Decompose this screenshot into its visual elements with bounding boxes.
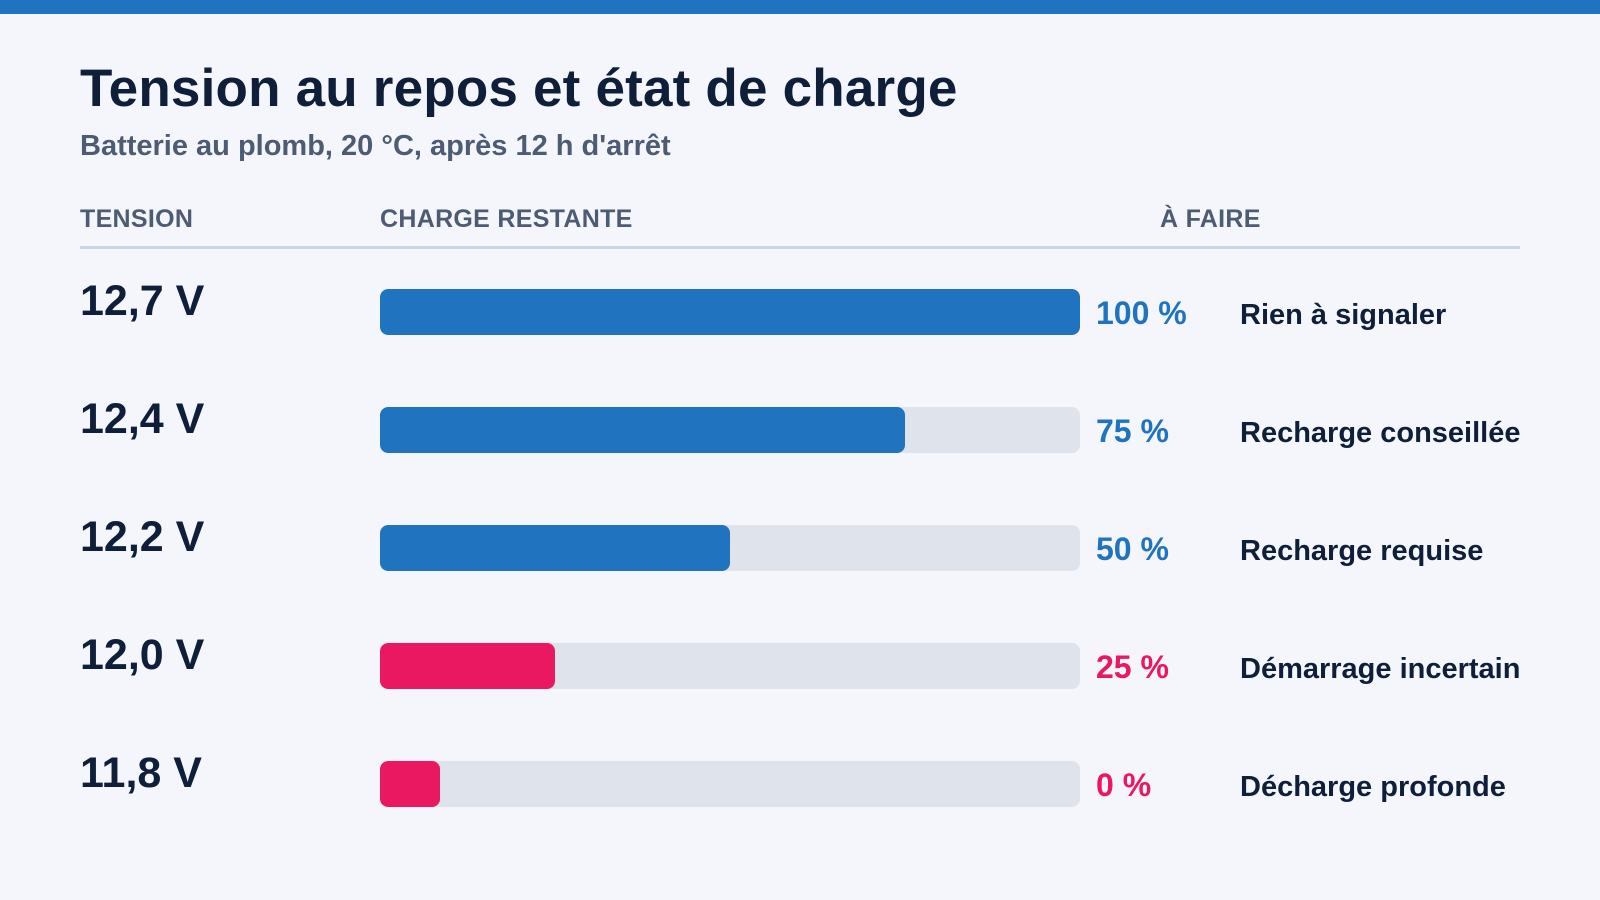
voltage-label: 12,7 V	[80, 277, 205, 325]
bar-track	[380, 525, 1080, 571]
chart-title: Tension au repos et état de charge	[80, 59, 958, 118]
bar-track	[380, 407, 1080, 453]
charge-value-label: 100 %	[1096, 295, 1187, 331]
chart-row: 12,2 V 50 % Recharge requise	[0, 511, 1600, 571]
charge-value-label: 75 %	[1096, 413, 1169, 449]
action-label: Recharge conseillée	[1240, 417, 1521, 449]
chart-row: 11,8 V 0 % Décharge profonde	[0, 747, 1600, 807]
bar-fill	[380, 761, 440, 807]
chart-row: 12,7 V 100 % Rien à signaler	[0, 275, 1600, 335]
action-label: Rien à signaler	[1240, 299, 1447, 331]
charge-value-label: 25 %	[1096, 649, 1169, 685]
bar-fill	[380, 643, 555, 689]
column-header-tension: TENSION	[80, 205, 194, 233]
chart-row: 12,0 V 25 % Démarrage incertain	[0, 629, 1600, 689]
action-label: Recharge requise	[1240, 535, 1484, 567]
charge-value-label: 50 %	[1096, 531, 1169, 567]
action-label: Décharge profonde	[1240, 771, 1506, 803]
bar-fill	[380, 407, 905, 453]
header-divider	[80, 246, 1520, 249]
chart-subtitle: Batterie au plomb, 20 °C, après 12 h d'a…	[80, 130, 671, 162]
bar-fill	[380, 525, 730, 571]
voltage-label: 12,2 V	[80, 513, 205, 561]
chart-row: 12,4 V 75 % Recharge conseillée	[0, 393, 1600, 453]
bar-track	[380, 761, 1080, 807]
charge-value-label: 0 %	[1096, 767, 1152, 803]
bar-track	[380, 643, 1080, 689]
voltage-label: 11,8 V	[80, 749, 202, 797]
bar-track	[380, 289, 1080, 335]
top-accent-bar	[0, 0, 1600, 14]
voltage-label: 12,4 V	[80, 395, 205, 443]
column-header-charge: CHARGE RESTANTE	[380, 205, 633, 233]
column-header-action: À FAIRE	[1160, 205, 1261, 233]
voltage-label: 12,0 V	[80, 631, 205, 679]
bar-fill	[380, 289, 1080, 335]
action-label: Démarrage incertain	[1240, 653, 1521, 685]
